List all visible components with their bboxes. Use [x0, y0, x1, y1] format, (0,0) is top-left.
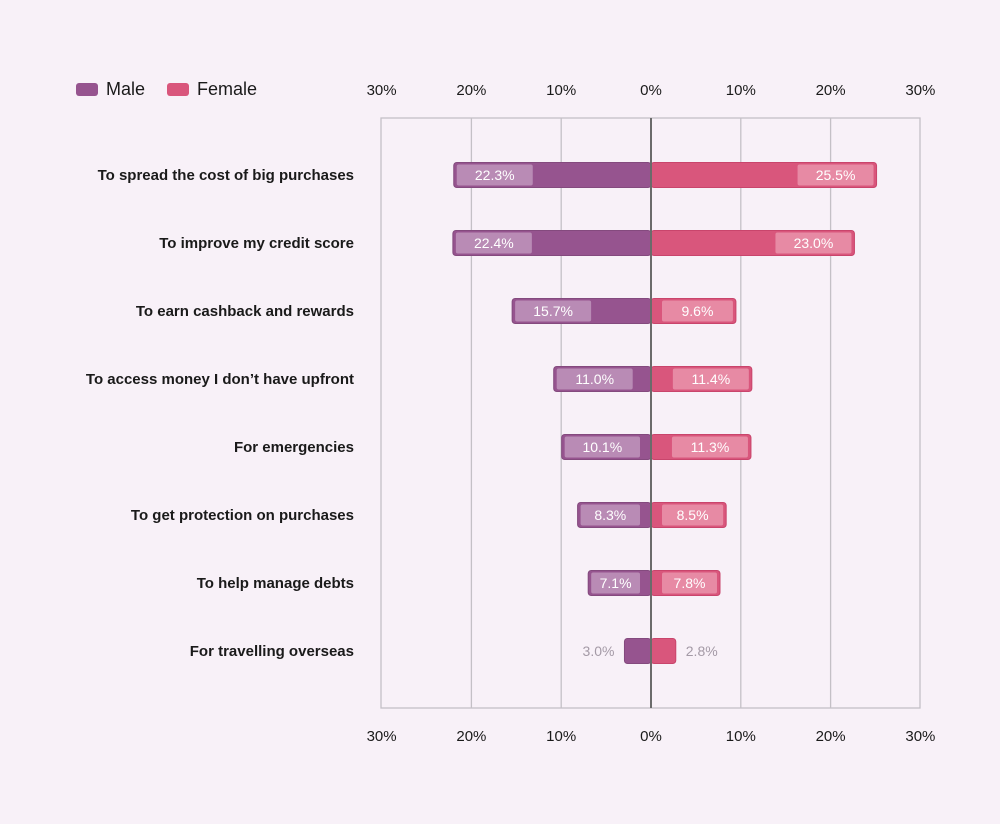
- data-label: 10.1%: [582, 439, 622, 455]
- data-label: 9.6%: [681, 303, 713, 319]
- category-label: For emergencies: [234, 439, 354, 456]
- data-label: 8.3%: [594, 507, 626, 523]
- x-tick-label-top: 30%: [367, 82, 397, 99]
- bar-female: [650, 638, 677, 664]
- data-label-badge: [662, 572, 717, 594]
- data-label-badge: [556, 368, 633, 390]
- category-label: To earn cashback and rewards: [136, 303, 354, 320]
- x-tick-label-bottom: 20%: [816, 728, 846, 745]
- data-label-badge: [775, 232, 852, 254]
- x-tick-label-top: 20%: [816, 82, 846, 99]
- legend-item-female: Female: [167, 79, 257, 100]
- category-label: To improve my credit score: [159, 235, 354, 252]
- data-label: 22.4%: [474, 235, 514, 251]
- data-label-badge: [662, 300, 733, 322]
- x-tick-label-bottom: 30%: [905, 728, 935, 745]
- x-tick-label-bottom: 30%: [367, 728, 397, 745]
- data-label: 2.8%: [686, 643, 718, 659]
- data-label: 23.0%: [794, 235, 834, 251]
- data-label: 11.4%: [692, 371, 731, 387]
- data-label: 25.5%: [816, 167, 856, 183]
- data-label: 7.8%: [674, 575, 706, 591]
- data-label-badge: [456, 164, 533, 186]
- legend-item-male: Male: [76, 79, 145, 100]
- category-label: To get protection on purchases: [131, 507, 354, 524]
- category-label: For travelling overseas: [190, 643, 354, 660]
- data-label-badge: [672, 368, 749, 390]
- bar-male: [623, 638, 652, 664]
- legend-swatch-male: [76, 83, 98, 96]
- data-label: 11.3%: [691, 439, 730, 455]
- x-tick-label-top: 10%: [546, 82, 576, 99]
- category-label: To help manage debts: [197, 575, 354, 592]
- x-tick-label-bottom: 20%: [456, 728, 486, 745]
- data-label-badge: [564, 436, 640, 458]
- data-label-badge: [580, 504, 640, 526]
- x-tick-label-bottom: 0%: [640, 728, 662, 745]
- data-label: 7.1%: [600, 575, 632, 591]
- category-label: To access money I don’t have upfront: [86, 371, 354, 388]
- category-label: To spread the cost of big purchases: [98, 167, 354, 184]
- legend: Male Female: [76, 79, 279, 100]
- legend-label-male: Male: [106, 79, 146, 99]
- data-label-badge: [591, 572, 640, 594]
- data-label-badge: [455, 232, 532, 254]
- data-label: 8.5%: [677, 507, 709, 523]
- x-tick-label-bottom: 10%: [546, 728, 576, 745]
- x-tick-label-top: 30%: [905, 82, 935, 99]
- legend-label-female: Female: [197, 79, 258, 99]
- x-tick-label-bottom: 10%: [726, 728, 756, 745]
- data-label-badge: [671, 436, 748, 458]
- data-label: 3.0%: [583, 643, 615, 659]
- legend-swatch-female: [167, 83, 190, 96]
- data-label-badge: [515, 300, 592, 322]
- x-tick-label-top: 0%: [640, 82, 662, 99]
- data-label: 15.7%: [533, 303, 573, 319]
- data-label-badge: [797, 164, 874, 186]
- data-label-badge: [662, 504, 724, 526]
- x-tick-label-top: 10%: [726, 82, 756, 99]
- x-tick-label-top: 20%: [456, 82, 486, 99]
- data-label: 11.0%: [575, 371, 614, 387]
- data-label: 22.3%: [475, 167, 515, 183]
